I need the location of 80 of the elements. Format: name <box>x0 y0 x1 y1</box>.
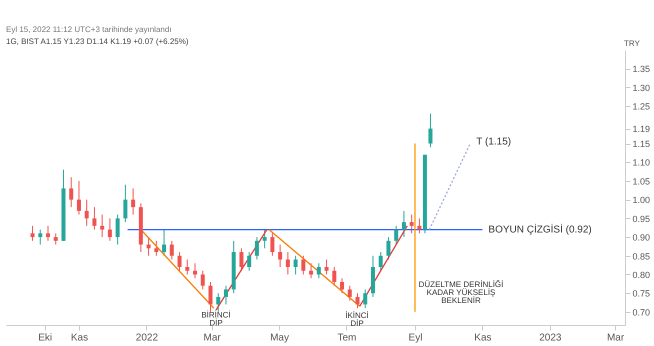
candlestick <box>428 113 432 148</box>
x-tick-label: Eyl <box>408 332 422 344</box>
x-tick-label: Kas <box>70 332 88 344</box>
candlestick <box>76 180 81 216</box>
annotation: BİRİNCİ DİP <box>201 310 231 328</box>
candlestick <box>340 278 344 294</box>
candlestick <box>116 214 120 246</box>
candlestick <box>208 281 212 312</box>
candlestick <box>193 262 198 279</box>
y-tick-label: 1.10 <box>632 158 650 168</box>
candlestick <box>301 255 306 275</box>
candlestick <box>254 236 259 260</box>
y-tick-label: 1.19 <box>632 124 650 134</box>
candlestick <box>154 240 158 256</box>
candlestick <box>278 244 282 268</box>
candlestick <box>410 214 414 234</box>
candlestick <box>270 232 274 256</box>
candlestick <box>170 240 174 260</box>
text: Eyl 15, 2022 11:12 UTC+3 tarihinde yayınlandı <box>6 25 172 34</box>
candlestick <box>54 232 58 246</box>
y-tick-label: 0.70 <box>632 307 650 318</box>
y-tick-label: 1.35 <box>632 64 650 74</box>
x-tick-label: 2023 <box>539 332 562 344</box>
candlestick <box>378 252 383 272</box>
x-tick-label: Tem <box>337 332 356 344</box>
candlestick <box>123 184 128 223</box>
y-tick-label: 0.75 <box>632 288 650 299</box>
candlestick <box>316 262 321 279</box>
candlestick <box>178 252 182 272</box>
y-tick-label: 0.85 <box>632 251 650 262</box>
candlestick <box>38 229 42 246</box>
candlestick <box>348 285 352 302</box>
candlestick <box>356 292 360 309</box>
x-tick-label: Kas <box>474 332 492 344</box>
candlestick <box>92 206 96 230</box>
candlestick <box>131 188 136 216</box>
y-tick-label: 0.95 <box>632 214 650 224</box>
candlestick <box>394 225 398 246</box>
y-tick-label: 1.25 <box>632 102 650 112</box>
annotation: İKİNCİ DİP <box>345 311 369 328</box>
y-tick-label: 1.00 <box>632 195 650 206</box>
candlestick <box>84 199 89 226</box>
candlestick <box>185 259 190 275</box>
series-label: T (1.15) <box>476 136 512 148</box>
candlestick <box>309 262 314 279</box>
candlestick <box>69 176 74 208</box>
y-tick-label: 0.90 <box>632 232 650 243</box>
y-tick-label: 1.30 <box>632 82 650 93</box>
y-tick-label: 1.15 <box>632 139 650 150</box>
candlestick <box>262 229 267 249</box>
candlestick <box>247 252 252 272</box>
candlestick <box>294 255 298 275</box>
candlestick <box>162 229 166 256</box>
y-tick-label: 1.05 <box>632 176 650 186</box>
candlestick <box>286 252 290 275</box>
candlestick <box>332 266 336 286</box>
candlestick <box>239 248 244 272</box>
y-axis-title: TRY <box>624 39 641 48</box>
candlestick <box>324 259 329 275</box>
candlestick <box>46 225 50 242</box>
annotation: DÜZELTME DERİNLİĞİ KADAR YÜKSELİŞ BEKLENİR <box>418 280 504 305</box>
candlestick <box>100 214 104 238</box>
x-tick-label: May <box>270 332 289 344</box>
candlestick <box>417 218 422 234</box>
candlestick <box>108 218 112 242</box>
x-tick-label: 2022 <box>136 332 158 344</box>
x-tick-label: Mar <box>606 332 625 344</box>
candlestick <box>200 270 205 290</box>
candlestick <box>30 225 35 242</box>
chart-title: 1G, BIST A1.15 Y1.23 D1.14 K1.19 +0.07 (+6.25%) <box>6 37 189 46</box>
candlestick <box>363 288 368 309</box>
candlestick <box>224 285 228 305</box>
x-tick-label: Mar <box>203 332 222 344</box>
y-tick-label: 0.80 <box>632 270 650 280</box>
candlestick <box>402 210 406 238</box>
candlestick <box>146 236 151 256</box>
candlestick <box>386 236 390 260</box>
series-label: BOYUN ÇİZGİSİ (0.92) <box>488 224 592 236</box>
x-tick-label: Eki <box>38 332 52 344</box>
candlestick <box>216 292 220 312</box>
